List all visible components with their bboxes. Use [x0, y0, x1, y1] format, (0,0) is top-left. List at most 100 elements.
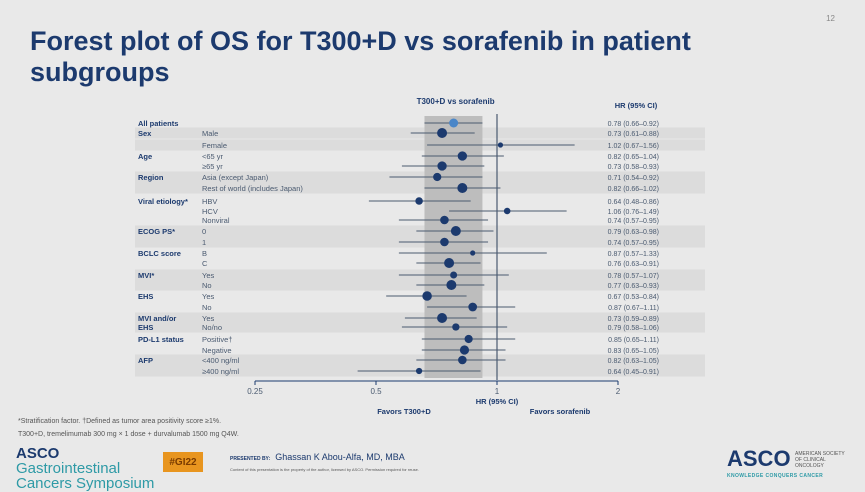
- subgroup-name: Sex: [138, 129, 152, 138]
- asco-gi-logo-bold: ASCO: [16, 445, 60, 462]
- asco-gi-logo: ASCO Gastrointestinal Cancers Symposium: [16, 446, 156, 491]
- favors-left-label: Favors T300+D: [377, 407, 431, 416]
- hashtag-badge: #GI22: [163, 452, 203, 472]
- hr-point: [497, 142, 504, 148]
- subgroup-level: Rest of world (includes Japan): [202, 184, 303, 193]
- subgroup-level: Negative: [202, 346, 232, 355]
- hr-value: 0.77 (0.63–0.93): [608, 283, 659, 290]
- hr-point: [470, 250, 476, 256]
- x-tick-label: 0.25: [247, 387, 263, 396]
- subgroup-level: 1: [202, 238, 206, 247]
- hr-value: 0.64 (0.45–0.91): [608, 369, 659, 376]
- hr-point: [452, 323, 460, 331]
- presenter: PRESENTED BY: Ghassan K Abou-Alfa, MD, MB…: [230, 452, 405, 462]
- hr-value: 0.85 (0.65–1.11): [608, 337, 659, 344]
- subgroup-name: EHS: [138, 292, 153, 301]
- hr-value: 0.78 (0.57–1.07): [608, 273, 659, 280]
- subgroup-name: All patients: [138, 119, 178, 128]
- subgroup-name: PD-L1 status: [138, 335, 184, 344]
- x-tick-label: 1: [495, 387, 500, 396]
- subgroup-name: AFP: [138, 356, 153, 365]
- subgroup-level: Yes: [202, 271, 214, 280]
- slide-title: Forest plot of OS for T300+D vs sorafeni…: [30, 26, 691, 87]
- hr-value: 0.87 (0.57–1.33): [608, 251, 659, 258]
- subgroup-name: Region: [138, 173, 164, 182]
- hr-point: [503, 207, 511, 215]
- hr-point: [450, 271, 458, 279]
- hr-point: [440, 237, 449, 247]
- hr-point: [459, 345, 470, 355]
- subgroup-level: Male: [202, 129, 218, 138]
- x-tick-label: 2: [616, 387, 621, 396]
- subgroup-name: MVI*: [138, 271, 154, 280]
- row-shade: [135, 182, 705, 194]
- hr-value: 0.83 (0.65–1.05): [608, 348, 659, 355]
- x-axis-label: HR (95% CI): [476, 397, 519, 406]
- asco-tagline: KNOWLEDGE CONQUERS CANCER: [727, 473, 824, 479]
- hr-value: 0.79 (0.58–1.06): [608, 325, 659, 332]
- presenter-name: Ghassan K Abou-Alfa, MD, MBA: [275, 452, 405, 462]
- hr-point: [437, 161, 447, 171]
- subgroup-level: HBV: [202, 197, 217, 206]
- subgroup-name: Viral etiology*: [138, 197, 188, 206]
- footnote-regimen: T300+D, tremelimumab 300 mg × 1 dose + d…: [18, 431, 239, 438]
- hr-point: [458, 355, 467, 365]
- subgroup-level: <65 yr: [202, 152, 224, 161]
- subgroup-level: B: [202, 249, 207, 258]
- subgroup-level: ≥65 yr: [202, 162, 223, 171]
- ci-band: [424, 116, 483, 378]
- hr-point: [415, 197, 423, 205]
- hr-value: 0.73 (0.61–0.88): [608, 131, 659, 138]
- subgroup-level: <400 ng/ml: [202, 356, 240, 365]
- hr-value: 0.67 (0.53–0.84): [608, 294, 659, 301]
- subgroup-level: Yes: [202, 292, 214, 301]
- subgroup-level: Yes: [202, 314, 214, 323]
- hr-value: 0.82 (0.65–1.04): [608, 154, 659, 161]
- hr-point: [444, 258, 455, 268]
- x-tick-label: 0.5: [370, 387, 382, 396]
- hr-value: 0.73 (0.58–0.93): [608, 164, 659, 171]
- hr-value: 0.82 (0.63–1.05): [608, 358, 659, 365]
- hr-point: [440, 215, 449, 225]
- hr-value: 0.82 (0.66–1.02): [608, 186, 659, 193]
- subgroup-level: Nonviral: [202, 216, 230, 225]
- subgroup-level: No: [202, 281, 212, 290]
- subgroup-level: ≥400 ng/ml: [202, 367, 239, 376]
- hr-value: 0.79 (0.63–0.98): [608, 229, 659, 236]
- hr-value: 0.87 (0.67–1.11): [608, 305, 659, 312]
- hr-point: [437, 128, 448, 138]
- hr-point: [468, 302, 478, 312]
- asco-logo: ASCO: [727, 446, 791, 471]
- subgroup-name: EHS: [138, 323, 153, 332]
- row-shade: [135, 139, 705, 151]
- hr-point: [464, 334, 473, 344]
- hr-value: 0.71 (0.54–0.92): [608, 175, 659, 182]
- plot-title: T300+D vs sorafenib: [417, 97, 495, 106]
- subgroup-level: C: [202, 259, 208, 268]
- hr-point: [433, 172, 442, 182]
- hr-point: [449, 118, 459, 128]
- favors-right-label: Favors sorafenib: [530, 407, 591, 416]
- hr-point: [446, 280, 457, 290]
- asco-logo-subtitle: AMERICAN SOCIETY OF CLINICAL ONCOLOGY: [795, 451, 845, 469]
- subgroup-name: ECOG PS*: [138, 227, 175, 236]
- hr-value: 1.06 (0.76–1.49): [608, 209, 659, 216]
- subgroup-level: 0: [202, 227, 206, 236]
- subgroup-name: BCLC score: [138, 249, 181, 258]
- subgroup-name: MVI and/or: [138, 314, 176, 323]
- hr-point: [415, 367, 423, 375]
- hr-value: 0.73 (0.59–0.89): [608, 316, 659, 323]
- hr-point: [422, 291, 432, 301]
- asco-gi-logo-text: Gastrointestinal Cancers Symposium: [16, 460, 155, 492]
- subgroup-level: HCV: [202, 207, 218, 216]
- subgroup-level: Positive†: [202, 335, 232, 344]
- page-number: 12: [826, 14, 835, 23]
- hr-value: 0.74 (0.57–0.95): [608, 240, 659, 247]
- copyright-notice: Content of this presentation is the prop…: [230, 467, 419, 472]
- footnote-stratification: *Stratification factor. †Defined as tumo…: [18, 418, 222, 425]
- hr-point: [437, 313, 448, 323]
- hr-value: 0.76 (0.63–0.91): [608, 261, 659, 268]
- subgroup-level: Asia (except Japan): [202, 173, 269, 182]
- hr-value: 0.78 (0.66–0.92): [608, 121, 659, 128]
- hr-value: 0.64 (0.48–0.86): [608, 199, 659, 206]
